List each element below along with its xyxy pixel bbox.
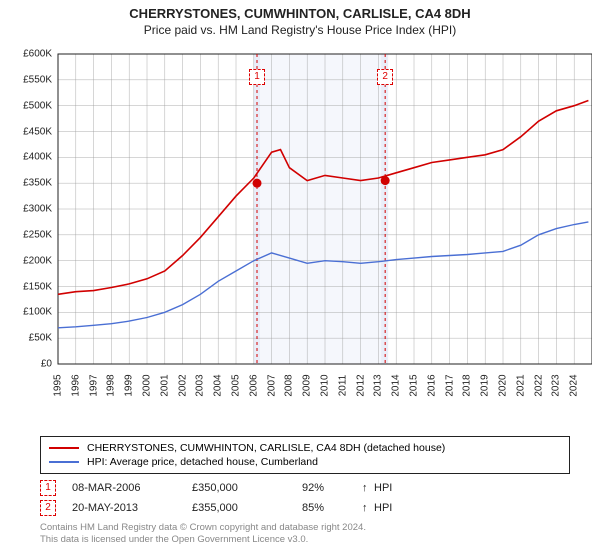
y-axis-label: £200K [12, 255, 52, 266]
sale-row: 1 08-MAR-2006£350,00092%↑HPI [40, 478, 404, 498]
y-axis-label: £150K [12, 281, 52, 292]
x-axis-label: 1999 [124, 371, 135, 401]
y-axis-label: £500K [12, 100, 52, 111]
x-axis-label: 2005 [231, 371, 242, 401]
x-axis-label: 2016 [426, 371, 437, 401]
x-axis-label: 2008 [284, 371, 295, 401]
x-axis-label: 2022 [533, 371, 544, 401]
sale-price: £355,000 [192, 502, 302, 514]
x-axis-label: 2003 [195, 371, 206, 401]
legend-swatch [49, 461, 79, 463]
x-axis-label: 2012 [355, 371, 366, 401]
sale-row: 2 20-MAY-2013£355,00085%↑HPI [40, 498, 404, 518]
x-axis-label: 2014 [391, 371, 402, 401]
x-axis-label: 2015 [409, 371, 420, 401]
x-axis-label: 2013 [373, 371, 384, 401]
legend-row: HPI: Average price, detached house, Cumb… [49, 455, 561, 469]
footer-line2: This data is licensed under the Open Gov… [40, 534, 366, 546]
y-axis-label: £250K [12, 229, 52, 240]
chart-title: CHERRYSTONES, CUMWHINTON, CARLISLE, CA4 … [0, 0, 600, 21]
x-axis-label: 2011 [337, 371, 348, 401]
y-axis-label: £350K [12, 178, 52, 189]
y-axis-label: £600K [12, 49, 52, 60]
legend-label: CHERRYSTONES, CUMWHINTON, CARLISLE, CA4 … [87, 442, 445, 454]
sale-price: £350,000 [192, 482, 302, 494]
sale-date: 08-MAR-2006 [72, 482, 192, 494]
line-chart-svg [8, 44, 592, 394]
x-axis-label: 2021 [515, 371, 526, 401]
sale-hpi-label: HPI [374, 482, 404, 494]
x-axis-label: 1995 [53, 371, 64, 401]
x-axis-label: 2023 [551, 371, 562, 401]
x-axis-label: 2006 [248, 371, 259, 401]
footer-line1: Contains HM Land Registry data © Crown c… [40, 522, 366, 534]
up-arrow-icon: ↑ [362, 482, 374, 494]
legend-label: HPI: Average price, detached house, Cumb… [87, 456, 318, 468]
up-arrow-icon: ↑ [362, 502, 374, 514]
sale-marker-icon: 2 [40, 500, 56, 516]
x-axis-label: 2019 [480, 371, 491, 401]
sale-marker-label: 1 [249, 69, 265, 85]
copyright-footer: Contains HM Land Registry data © Crown c… [40, 522, 366, 546]
y-axis-label: £300K [12, 204, 52, 215]
x-axis-label: 2001 [159, 371, 170, 401]
sale-pct: 92% [302, 482, 362, 494]
sale-pct: 85% [302, 502, 362, 514]
x-axis-label: 1997 [88, 371, 99, 401]
legend: CHERRYSTONES, CUMWHINTON, CARLISLE, CA4 … [40, 436, 570, 474]
sale-date: 20-MAY-2013 [72, 502, 192, 514]
y-axis-label: £400K [12, 152, 52, 163]
x-axis-label: 2018 [462, 371, 473, 401]
y-axis-label: £50K [12, 333, 52, 344]
x-axis-label: 1996 [70, 371, 81, 401]
x-axis-label: 2010 [320, 371, 331, 401]
x-axis-label: 2004 [213, 371, 224, 401]
sale-marker-label: 2 [377, 69, 393, 85]
chart-area: £0 £50K £100K £150K £200K £250K £300K £350K £400… [8, 44, 592, 394]
sale-marker-icon: 1 [40, 480, 56, 496]
x-axis-label: 2009 [302, 371, 313, 401]
y-axis-label: £100K [12, 307, 52, 318]
legend-swatch [49, 447, 79, 449]
x-axis-label: 1998 [106, 371, 117, 401]
y-axis-label: £550K [12, 74, 52, 85]
sales-table: 1 08-MAR-2006£350,00092%↑HPI 2 20-MAY-2013£… [40, 478, 404, 518]
x-axis-label: 2020 [498, 371, 509, 401]
x-axis-label: 2000 [142, 371, 153, 401]
x-axis-label: 2002 [177, 371, 188, 401]
chart-subtitle: Price paid vs. HM Land Registry's House … [0, 21, 600, 37]
x-axis-label: 2024 [569, 371, 580, 401]
x-axis-label: 2017 [444, 371, 455, 401]
sale-hpi-label: HPI [374, 502, 404, 514]
x-axis-label: 2007 [266, 371, 277, 401]
y-axis-label: £0 [12, 359, 52, 370]
y-axis-label: £450K [12, 126, 52, 137]
legend-row: CHERRYSTONES, CUMWHINTON, CARLISLE, CA4 … [49, 441, 561, 455]
